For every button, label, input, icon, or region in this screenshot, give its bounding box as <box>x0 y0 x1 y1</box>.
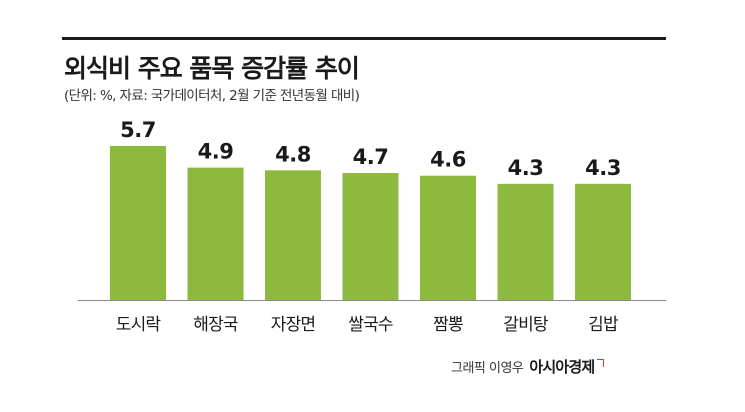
category-label: 김밥 <box>588 315 619 335</box>
title-rule <box>62 37 666 40</box>
bar <box>575 183 631 300</box>
chart-title: 외식비 주요 품목 증감률 추이 <box>64 54 360 83</box>
value-label: 4.9 <box>198 140 234 164</box>
category-label: 쌀국수 <box>348 315 393 335</box>
value-label: 4.3 <box>508 156 544 180</box>
graphic-credit: 그래픽 이영우 <box>451 361 524 376</box>
chart-subtitle: (단위: %, 자료: 국가데이터처, 2월 기준 전년동월 대비) <box>64 88 360 104</box>
logo-mark-icon <box>597 358 605 367</box>
bar <box>497 183 554 300</box>
bar <box>265 170 321 300</box>
bar <box>342 173 399 300</box>
value-label: 5.7 <box>120 118 156 142</box>
credit-line: 그래픽 이영우 아시아경제 <box>451 356 605 377</box>
bar <box>420 175 476 300</box>
category-label: 갈비탕 <box>503 315 549 335</box>
category-label: 해장국 <box>193 315 238 335</box>
bar <box>110 146 166 300</box>
value-label: 4.3 <box>585 156 621 180</box>
publisher-logo: 아시아경제 <box>529 358 595 376</box>
category-label: 짬뽕 <box>433 315 463 335</box>
value-label: 4.6 <box>430 148 466 172</box>
value-label: 4.8 <box>275 142 311 166</box>
bar <box>187 167 244 300</box>
value-label: 4.7 <box>353 145 389 169</box>
category-label: 도시락 <box>116 315 162 335</box>
category-label: 자장면 <box>271 315 316 335</box>
